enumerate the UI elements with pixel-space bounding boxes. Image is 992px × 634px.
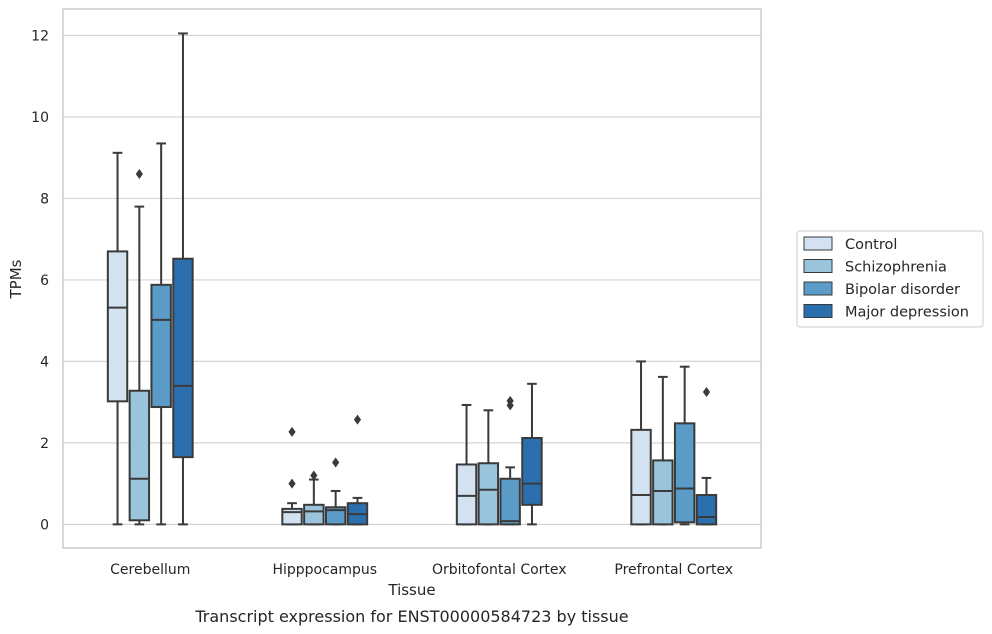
box-mark	[150, 142, 172, 526]
box-mark	[695, 386, 718, 526]
legend-swatch	[803, 236, 833, 251]
box-body	[630, 428, 652, 526]
outlier-point	[353, 414, 362, 425]
box-body	[128, 389, 151, 522]
outlier-point	[288, 426, 296, 437]
y-tick-label: 10	[31, 110, 49, 126]
box-body	[303, 503, 325, 526]
outlier-point	[702, 386, 711, 397]
x-tick-label: Prefrontal Cortex	[614, 562, 733, 578]
box-mark	[172, 32, 194, 526]
box-mark	[106, 151, 129, 526]
y-axis-title: TPMs	[7, 259, 25, 299]
series-group	[150, 142, 696, 526]
box-body	[695, 494, 718, 526]
box-body	[521, 437, 543, 506]
box-mark	[346, 414, 369, 526]
legend-item: Major depression	[803, 304, 969, 321]
box-mark	[303, 470, 325, 526]
y-tick-label: 12	[31, 28, 49, 44]
legend-label: Bipolar disorder	[845, 282, 960, 298]
box-body	[150, 283, 172, 409]
y-tick-label: 2	[40, 436, 49, 452]
legend-swatch	[803, 281, 833, 296]
x-tick-label: Hipppocampus	[272, 562, 377, 578]
box-mark	[499, 395, 521, 526]
box-mark	[455, 404, 478, 526]
legend-label: Major depression	[845, 305, 969, 321]
legend-item: Control	[803, 236, 897, 253]
legend: Control Schizophrenia Bipolar disorder Majo…	[796, 230, 984, 328]
grid-lines	[63, 34, 761, 525]
outlier-point	[288, 478, 296, 489]
outlier-point	[135, 169, 143, 179]
series-group	[106, 151, 652, 526]
x-tick-label: Cerebellum	[110, 562, 190, 578]
legend-item: Bipolar disorder	[803, 281, 960, 298]
box-mark	[281, 426, 303, 526]
box-mark	[128, 169, 151, 526]
box-mark	[630, 360, 652, 526]
y-tick-label: 6	[40, 273, 49, 289]
box-body	[499, 477, 521, 526]
x-axis-title: Tissue	[387, 581, 435, 599]
series-group	[172, 32, 718, 526]
box-body	[673, 422, 696, 524]
outlier-point	[506, 395, 514, 406]
box-body	[324, 506, 347, 526]
legend-item: Schizophrenia	[803, 259, 947, 276]
legend-frame	[796, 230, 984, 328]
box-mark	[673, 365, 696, 526]
box-body	[106, 250, 129, 403]
legend-label: Schizophrenia	[845, 260, 947, 276]
legend-label: Control	[845, 237, 897, 253]
box-body	[477, 462, 500, 526]
outlier-point	[310, 470, 318, 481]
series-group	[128, 169, 674, 526]
box-body	[172, 257, 194, 459]
box-body	[652, 459, 674, 526]
box-mark	[521, 382, 543, 526]
chart-caption: Transcript expression for ENST0000058472…	[194, 607, 628, 626]
y-tick-label: 4	[40, 354, 49, 370]
plot-frame	[62, 8, 762, 549]
x-tick-labels: Cerebellum Hipppocampus Orbitofontal Corte…	[110, 562, 733, 578]
box-mark	[477, 409, 500, 526]
y-tick-label: 0	[40, 517, 49, 533]
y-tick-labels: 0 2 4 6 8 10 12	[31, 28, 49, 533]
outlier-point	[332, 457, 340, 468]
box-body	[455, 463, 478, 526]
box-mark	[324, 457, 347, 526]
y-tick-label: 8	[40, 191, 49, 207]
legend-swatch	[803, 259, 833, 273]
legend-swatch	[803, 304, 833, 318]
box-mark	[652, 375, 674, 526]
x-tick-label: Orbitofontal Cortex	[432, 562, 567, 578]
box-series	[106, 32, 718, 526]
